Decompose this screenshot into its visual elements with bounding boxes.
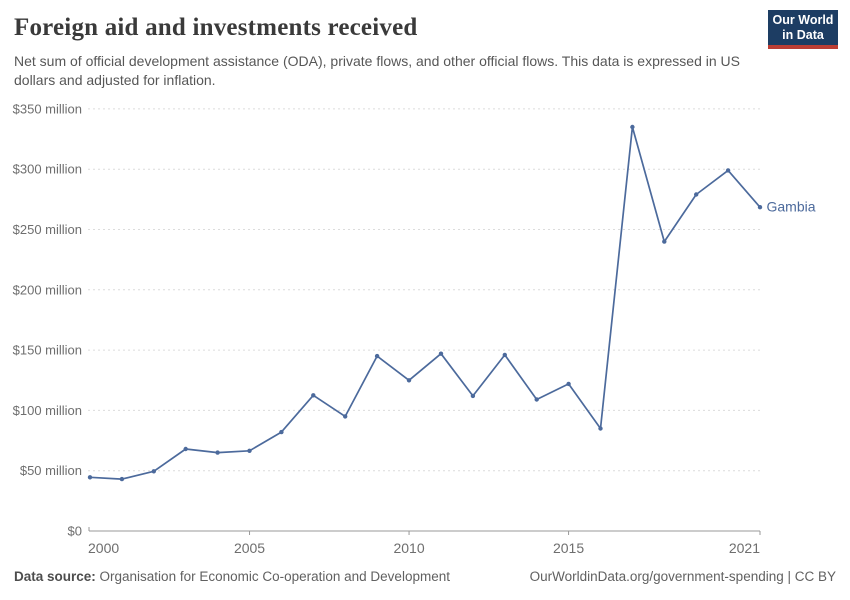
data-point-gambia-2005[interactable] bbox=[247, 448, 252, 453]
x-axis-label-2000: 2000 bbox=[88, 540, 119, 556]
data-source-label: Data source: bbox=[14, 569, 96, 584]
data-point-gambia-2009[interactable] bbox=[374, 353, 380, 359]
y-axis-label-0: $0 bbox=[68, 524, 82, 539]
data-point-gambia-2018[interactable] bbox=[662, 239, 667, 244]
series-end-label-gambia[interactable]: Gambia bbox=[767, 199, 816, 215]
data-point-gambia-2017[interactable] bbox=[630, 124, 635, 130]
data-point-gambia-2012[interactable] bbox=[470, 393, 476, 399]
data-point-gambia-2021[interactable] bbox=[757, 205, 763, 210]
data-point-gambia-2008[interactable] bbox=[343, 414, 348, 419]
data-point-gambia-2002[interactable] bbox=[151, 469, 156, 474]
x-axis-label-2021: 2021 bbox=[729, 540, 760, 556]
x-axis-label-2005: 2005 bbox=[234, 540, 265, 556]
x-axis-label-2010: 2010 bbox=[393, 540, 424, 556]
y-axis-label-150: $150 million bbox=[13, 343, 82, 358]
y-axis-label-100: $100 million bbox=[13, 403, 82, 418]
y-axis-label-50: $50 million bbox=[20, 463, 82, 478]
data-point-gambia-2004[interactable] bbox=[215, 450, 220, 455]
owid-logo-line1: Our World bbox=[772, 12, 834, 27]
y-axis-label-350: $350 million bbox=[13, 101, 82, 116]
y-axis-label-200: $200 million bbox=[13, 282, 82, 297]
owid-logo[interactable]: Our World in Data bbox=[768, 10, 838, 49]
data-point-gambia-2016[interactable] bbox=[598, 426, 603, 431]
data-point-gambia-2003[interactable] bbox=[183, 446, 188, 452]
data-point-gambia-2006[interactable] bbox=[279, 429, 284, 435]
chart-subtitle: Net sum of official development assistan… bbox=[14, 53, 740, 88]
chart-footer: Data source: Organisation for Economic C… bbox=[14, 569, 836, 584]
y-axis-label-300: $300 million bbox=[13, 162, 82, 177]
data-point-gambia-2011[interactable] bbox=[438, 351, 444, 356]
data-point-gambia-2015[interactable] bbox=[566, 381, 571, 387]
owid-citation-link[interactable]: OurWorldinData.org/government-spending |… bbox=[529, 569, 836, 584]
owid-logo-line2: in Data bbox=[782, 27, 824, 42]
data-source: Data source: Organisation for Economic C… bbox=[14, 569, 450, 584]
x-axis-label-2015: 2015 bbox=[553, 540, 584, 556]
data-point-gambia-2013[interactable] bbox=[502, 352, 507, 358]
data-point-gambia-2020[interactable] bbox=[725, 168, 731, 173]
y-axis-label-250: $250 million bbox=[13, 222, 82, 237]
line-chart-canvas: $0 $50 million $100 million $150 million $20… bbox=[13, 101, 816, 556]
data-point-gambia-2001[interactable] bbox=[119, 476, 125, 482]
data-point-gambia-2019[interactable] bbox=[694, 192, 699, 197]
data-point-gambia-2010[interactable] bbox=[406, 378, 412, 383]
data-point-gambia-2000[interactable] bbox=[87, 475, 93, 480]
page-title: Foreign aid and investments received bbox=[14, 14, 418, 41]
data-point-gambia-2007[interactable] bbox=[311, 393, 316, 398]
series-line-gambia[interactable] bbox=[89, 126, 761, 480]
data-source-value: Organisation for Economic Co-operation a… bbox=[95, 569, 450, 584]
data-point-gambia-2014[interactable] bbox=[534, 397, 539, 402]
